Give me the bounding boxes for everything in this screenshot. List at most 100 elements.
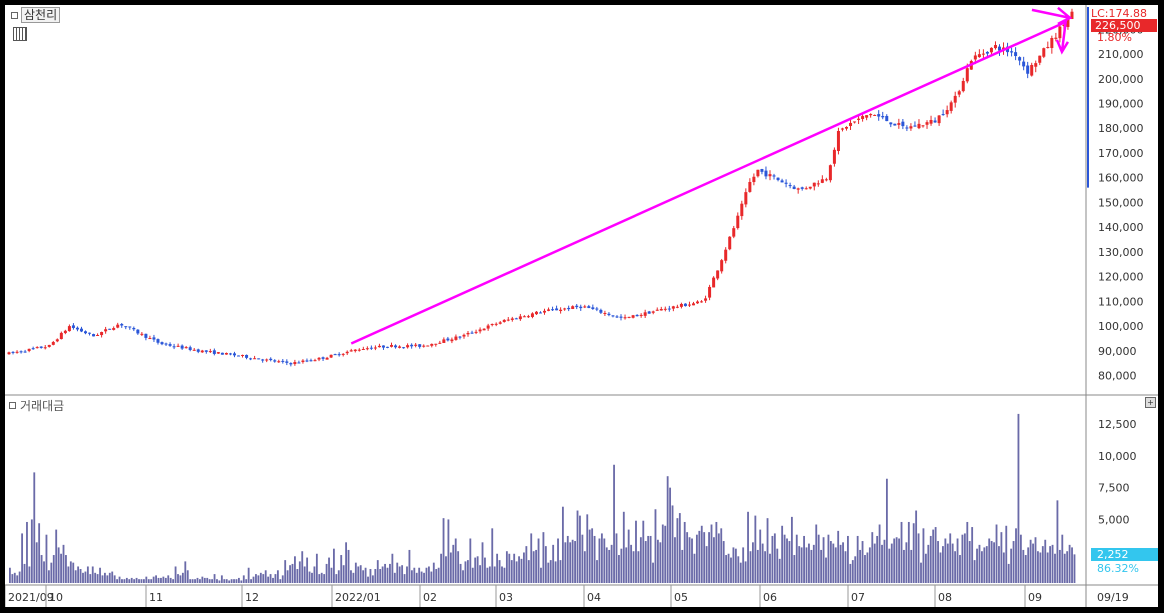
volume-bar bbox=[91, 566, 94, 583]
candle-body bbox=[506, 319, 510, 321]
grid-settings-icon[interactable] bbox=[13, 27, 27, 41]
volume-bar bbox=[440, 553, 443, 583]
volume-bar bbox=[116, 579, 119, 583]
volume-bar bbox=[532, 551, 535, 583]
stock-name-box[interactable]: 삼천리 bbox=[11, 7, 61, 23]
volume-bar bbox=[423, 572, 425, 583]
volume-panel-header: 거래대금 bbox=[9, 397, 64, 414]
candle-body bbox=[877, 114, 881, 117]
candle-body bbox=[160, 342, 164, 345]
candle-body bbox=[623, 317, 627, 319]
volume-bar bbox=[1039, 552, 1042, 583]
candle-body bbox=[1026, 65, 1030, 74]
candle-body bbox=[297, 362, 301, 364]
volume-bar bbox=[276, 570, 279, 583]
candle-body bbox=[957, 91, 961, 95]
volume-bar bbox=[347, 549, 350, 583]
volume-bar bbox=[259, 572, 262, 583]
volume-bar bbox=[549, 560, 552, 583]
volume-bar bbox=[47, 570, 50, 583]
candle-body bbox=[490, 324, 494, 326]
volume-bar bbox=[367, 576, 369, 583]
volume-bar bbox=[269, 574, 272, 583]
volume-bar bbox=[113, 575, 116, 583]
candle-body bbox=[184, 347, 188, 349]
date-tick-label: 03 bbox=[499, 591, 513, 604]
candle-body bbox=[164, 343, 168, 345]
volume-bar bbox=[38, 523, 41, 583]
volume-bar bbox=[359, 565, 362, 583]
candle-body bbox=[619, 316, 623, 318]
candle-body bbox=[768, 174, 772, 177]
candle-body bbox=[776, 177, 780, 181]
volume-bar bbox=[1007, 563, 1010, 583]
candle-body bbox=[1046, 46, 1050, 48]
candle-body bbox=[929, 119, 933, 124]
candle-body bbox=[204, 350, 208, 352]
volume-bar bbox=[795, 534, 798, 583]
candle-body bbox=[655, 309, 659, 311]
candle-body bbox=[498, 322, 502, 324]
volume-bar bbox=[462, 570, 464, 583]
candle-body bbox=[1034, 63, 1038, 67]
volume-bar bbox=[164, 577, 167, 583]
volume-bar bbox=[255, 574, 257, 583]
candle-body bbox=[410, 344, 414, 347]
volume-bar bbox=[501, 566, 503, 583]
volume-bar bbox=[1022, 549, 1025, 583]
volume-bar bbox=[291, 563, 294, 583]
candle-body bbox=[945, 110, 949, 115]
volume-bar bbox=[898, 538, 900, 583]
volume-bar bbox=[1066, 551, 1069, 583]
volume-bar bbox=[1073, 554, 1076, 583]
price-tick-label: 190,000 bbox=[1098, 98, 1144, 111]
volume-bar bbox=[851, 560, 854, 583]
candle-body bbox=[261, 359, 265, 361]
volume-bar bbox=[756, 549, 759, 583]
volume-bar bbox=[169, 577, 172, 583]
candle-body bbox=[700, 301, 704, 303]
volume-bar bbox=[335, 574, 338, 583]
volume-bar bbox=[825, 557, 827, 583]
volume-bar bbox=[72, 562, 75, 583]
volume-bar bbox=[959, 555, 961, 583]
maximize-panel-icon[interactable]: + bbox=[1145, 397, 1156, 408]
candle-body bbox=[885, 115, 889, 122]
volume-bar bbox=[435, 569, 438, 583]
date-tick-label: 09/19 bbox=[1097, 591, 1129, 604]
volume-bar bbox=[284, 560, 287, 583]
volume-bar bbox=[279, 579, 282, 583]
volume-tick-label: 7,500 bbox=[1098, 482, 1130, 495]
candle-body bbox=[337, 354, 341, 356]
volume-bar bbox=[854, 556, 857, 583]
volume-bar bbox=[939, 552, 942, 583]
candle-body bbox=[220, 352, 224, 355]
volume-pct-label: 86.32% bbox=[1097, 562, 1139, 575]
volume-bar bbox=[803, 535, 805, 583]
candle-body bbox=[502, 319, 506, 322]
volume-bar bbox=[491, 528, 494, 583]
volume-bar bbox=[396, 562, 399, 583]
candle-body bbox=[1066, 18, 1070, 27]
volume-bar bbox=[571, 539, 574, 583]
candle-body bbox=[796, 188, 800, 190]
volume-bar bbox=[213, 574, 216, 583]
candle-body bbox=[301, 360, 305, 363]
candle-body bbox=[438, 342, 442, 344]
volume-bar bbox=[218, 580, 221, 583]
volume-bar bbox=[525, 546, 528, 583]
volume-bar bbox=[352, 572, 355, 583]
volume-bar bbox=[191, 579, 194, 583]
date-tick-label: 12 bbox=[245, 591, 259, 604]
candle-body bbox=[551, 309, 555, 311]
volume-bar bbox=[1063, 553, 1066, 583]
volume-bar bbox=[615, 533, 618, 583]
candle-body bbox=[671, 306, 675, 309]
price-tick-label: 90,000 bbox=[1098, 345, 1137, 358]
candle-body bbox=[345, 351, 349, 354]
volume-bar bbox=[773, 533, 776, 583]
volume-bar bbox=[708, 532, 710, 583]
volume-bar bbox=[437, 567, 440, 583]
candle-body bbox=[889, 122, 893, 125]
volume-bar bbox=[357, 566, 360, 583]
